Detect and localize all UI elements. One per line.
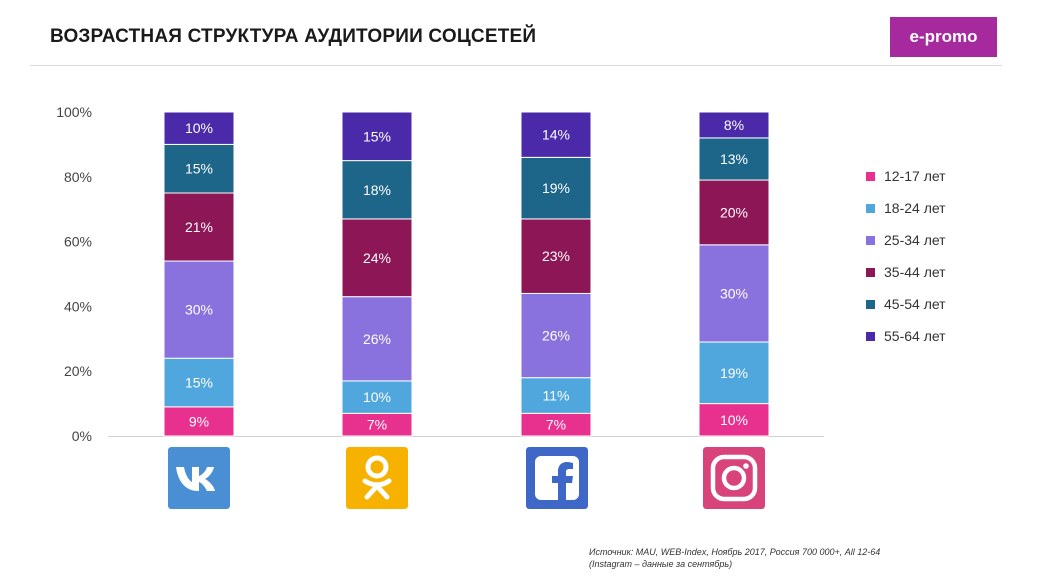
y-tick-label: 0% xyxy=(72,428,92,444)
data-label: 18% xyxy=(363,182,391,198)
source-line-2: (Instagram – данные за сентябрь) xyxy=(589,559,733,569)
legend-item: 18-24 лет xyxy=(866,192,946,224)
data-label: 19% xyxy=(542,180,570,196)
bar-segment xyxy=(698,111,770,139)
data-label: 20% xyxy=(720,204,748,220)
y-tick-label: 100% xyxy=(56,104,92,120)
bar-segment xyxy=(698,341,770,405)
instagram-icon xyxy=(703,447,765,509)
data-label: 21% xyxy=(185,219,213,235)
data-label: 30% xyxy=(185,302,213,318)
page-title: ВОЗРАСТНАЯ СТРУКТУРА АУДИТОРИИ СОЦСЕТЕЙ xyxy=(50,26,537,47)
bar-segment xyxy=(341,160,413,220)
legend-swatch xyxy=(866,299,875,309)
data-label: 23% xyxy=(542,248,570,264)
data-label: 14% xyxy=(542,127,570,143)
legend-item: 12-17 лет xyxy=(866,160,946,192)
legend-label: 18-24 лет xyxy=(884,200,946,216)
data-label: 13% xyxy=(720,151,748,167)
bar-segment xyxy=(163,143,235,194)
data-label: 9% xyxy=(189,413,209,429)
y-tick-label: 20% xyxy=(64,363,92,379)
legend-item: 55-64 лет xyxy=(866,320,946,352)
legend-swatch xyxy=(866,267,875,277)
bar-stack: 7% 10% 26% 24% 18% 15% xyxy=(341,111,413,437)
bar-segment xyxy=(163,357,235,408)
legend-swatch xyxy=(866,171,875,181)
bar-stack: 9% 15% 30% 21% 15% 10% xyxy=(163,111,235,437)
bar-segment xyxy=(341,111,413,162)
legend-swatch xyxy=(866,235,875,245)
bar-segment xyxy=(698,403,770,437)
chart-legend: 12-17 лет 18-24 лет 25-34 лет 35-44 лет 45-5… xyxy=(866,160,946,352)
y-tick-label: 80% xyxy=(64,169,92,185)
data-label: 26% xyxy=(363,331,391,347)
bar-segment xyxy=(698,137,770,181)
brand-logo: e-promo xyxy=(890,17,997,57)
data-label: 19% xyxy=(720,365,748,381)
data-label: 7% xyxy=(546,417,566,433)
y-tick-label: 40% xyxy=(64,298,92,314)
bar-segment xyxy=(520,377,592,414)
legend-item: 25-34 лет xyxy=(866,224,946,256)
data-label: 10% xyxy=(720,412,748,428)
data-label: 10% xyxy=(363,389,391,405)
bar-stack: 7% 11% 26% 23% 19% 14% xyxy=(520,111,592,437)
data-label: 15% xyxy=(363,128,391,144)
legend-item: 35-44 лет xyxy=(866,256,946,288)
data-label: 26% xyxy=(542,328,570,344)
bar-segment xyxy=(163,111,235,145)
legend-swatch xyxy=(866,203,875,213)
bar-segment xyxy=(698,244,770,343)
bar-segment xyxy=(341,380,413,414)
data-label: 8% xyxy=(724,117,744,133)
facebook-icon xyxy=(526,447,588,509)
header-divider xyxy=(30,65,1002,66)
bar-segment xyxy=(520,156,592,220)
legend-label: 12-17 лет xyxy=(884,168,946,184)
data-label: 30% xyxy=(720,285,748,301)
data-label: 10% xyxy=(185,120,213,136)
data-label: 7% xyxy=(367,417,387,433)
bar-segment xyxy=(520,292,592,379)
source-note: Источник: MAU, WEB-Index, Ноябрь 2017, Р… xyxy=(589,546,880,570)
data-label: 24% xyxy=(363,250,391,266)
legend-label: 25-34 лет xyxy=(884,232,946,248)
legend-label: 45-54 лет xyxy=(884,296,946,312)
legend-item: 45-54 лет xyxy=(866,288,946,320)
vk-icon xyxy=(168,447,230,509)
bar-stack: 10% 19% 30% 20% 13% 8% xyxy=(698,111,770,437)
bar-segment xyxy=(341,218,413,298)
data-label: 15% xyxy=(185,375,213,391)
bar-segment xyxy=(698,179,770,246)
data-label: 15% xyxy=(185,161,213,177)
source-line-1: Источник: MAU, WEB-Index, Ноябрь 2017, Р… xyxy=(589,547,881,557)
bar-segment xyxy=(520,111,592,158)
odnoklassniki-icon xyxy=(346,447,408,509)
legend-label: 55-64 лет xyxy=(884,328,946,344)
y-tick-label: 60% xyxy=(64,234,92,250)
bar-segment xyxy=(163,192,235,262)
legend-label: 35-44 лет xyxy=(884,264,946,280)
legend-swatch xyxy=(866,331,875,341)
data-label: 11% xyxy=(543,388,570,404)
